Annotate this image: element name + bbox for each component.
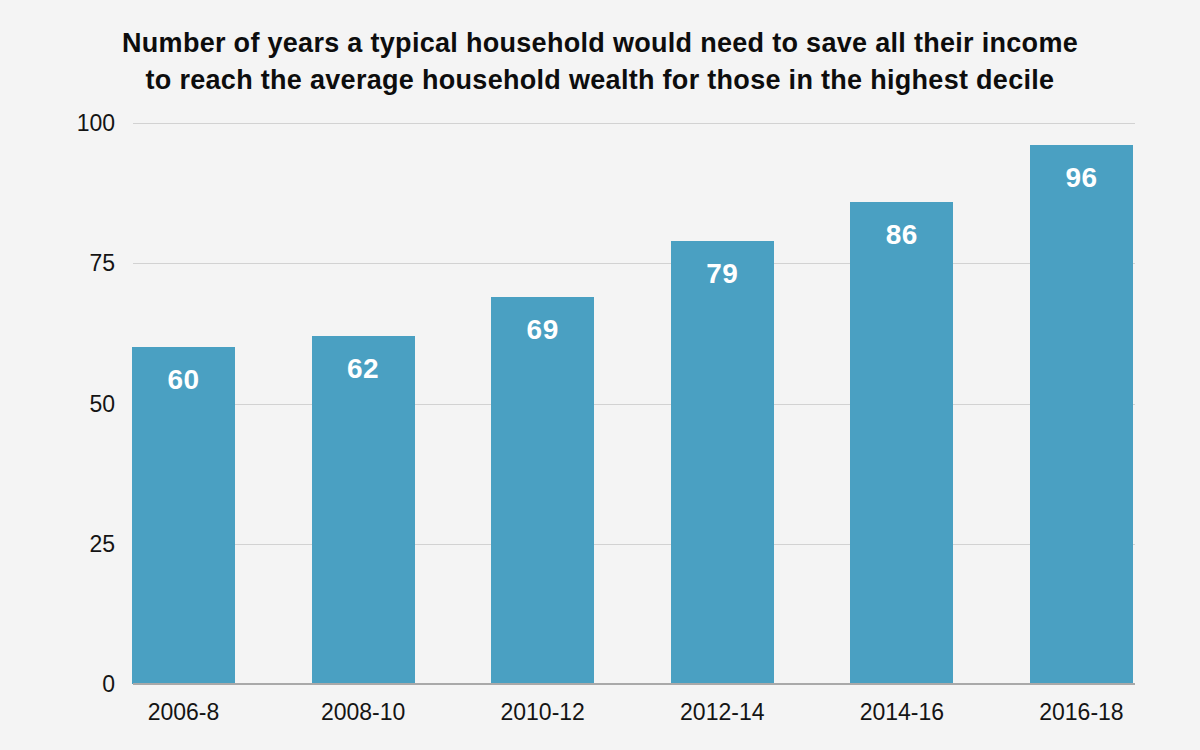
x-axis-tick-label: 2008-10 — [312, 699, 415, 726]
chart-title-line-1: Number of years a typical household woul… — [0, 25, 1200, 62]
bar-value-label: 96 — [1030, 145, 1133, 194]
bars: 60 62 69 79 86 96 — [132, 123, 1133, 684]
x-axis-tick-label: 2010-12 — [491, 699, 594, 726]
y-axis-tick-label: 100 — [0, 108, 115, 138]
y-axis-labels: 0 25 50 75 100 — [0, 0, 115, 750]
chart-title: Number of years a typical household woul… — [0, 25, 1200, 99]
bar-2016-18: 96 — [1030, 145, 1133, 684]
bar-value-label: 79 — [671, 241, 774, 290]
bar-2014-16: 86 — [850, 202, 953, 684]
y-axis-tick-label: 50 — [0, 389, 115, 419]
bar-2008-10: 62 — [312, 336, 415, 684]
x-axis-labels: 2006-8 2008-10 2010-12 2012-14 2014-16 2016-1… — [132, 699, 1133, 726]
y-axis-tick-label: 0 — [0, 669, 115, 699]
bar-2012-14: 79 — [671, 241, 774, 684]
bar-value-label: 62 — [312, 336, 415, 385]
bar-2006-8: 60 — [132, 347, 235, 684]
y-axis-tick-label: 25 — [0, 529, 115, 559]
x-axis-tick-label: 2014-16 — [850, 699, 953, 726]
x-axis-tick-label: 2016-18 — [1030, 699, 1133, 726]
x-axis-tick-label: 2012-14 — [671, 699, 774, 726]
bar-2010-12: 69 — [491, 297, 594, 684]
y-axis-tick-label: 75 — [0, 248, 115, 278]
x-axis-line — [133, 683, 1135, 685]
bar-value-label: 86 — [850, 202, 953, 251]
chart-title-line-2: to reach the average household wealth fo… — [0, 62, 1200, 99]
x-axis-tick-label: 2006-8 — [132, 699, 235, 726]
bar-value-label: 69 — [491, 297, 594, 346]
bar-value-label: 60 — [132, 347, 235, 396]
